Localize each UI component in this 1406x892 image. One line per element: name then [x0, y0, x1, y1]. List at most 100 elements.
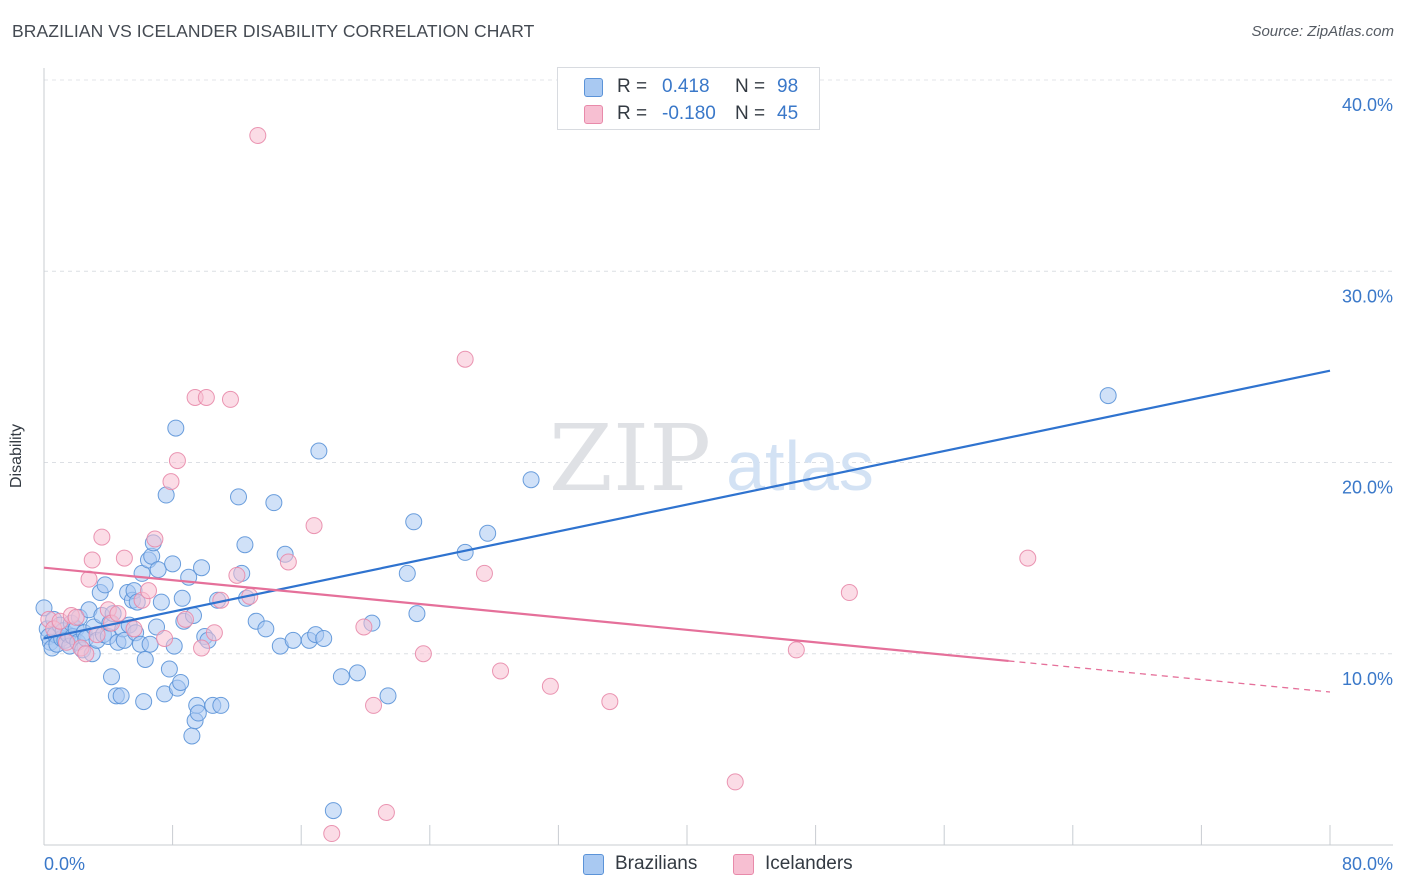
brazilian-point — [284, 631, 302, 649]
icelander-point — [279, 553, 297, 571]
brazilian-point — [522, 471, 540, 489]
stats-legend: R = 0.418 N = 98 R = -0.180 N = 45 — [557, 67, 820, 130]
icelander-point — [139, 582, 157, 600]
brazilian-point — [183, 727, 201, 745]
icelander-point — [787, 641, 805, 659]
icelander-point — [365, 696, 383, 714]
brazilian-point — [379, 687, 397, 705]
x-tick-label: 0.0% — [44, 854, 85, 874]
brazilians-swatch — [584, 77, 603, 97]
brazilian-point — [136, 650, 154, 668]
y-tick-label: 20.0% — [1342, 478, 1393, 498]
watermark-atlas: atlas — [726, 427, 874, 505]
brazilian-point — [149, 561, 167, 579]
brazilian-point — [310, 442, 328, 460]
icelander-point — [323, 825, 341, 843]
brazilian-point — [324, 802, 342, 820]
icelander-point — [377, 803, 395, 821]
watermark-zip: ZIP — [549, 405, 711, 512]
legend-r-value: -0.180 — [662, 103, 716, 124]
legend-r-label: R = — [617, 103, 648, 124]
axis-layer: 10.0% 20.0% 30.0% 40.0% 0.0% 80.0% — [43, 68, 1393, 874]
brazilian-point — [230, 488, 248, 506]
legend-label-icelanders: Icelanders — [765, 853, 853, 874]
brazilian-point — [236, 536, 254, 554]
icelander-point — [221, 390, 239, 408]
icelanders-swatch — [733, 853, 754, 875]
icelander-point — [193, 639, 211, 657]
brazilian-point — [348, 664, 366, 682]
x-tick-label: 80.0% — [1342, 854, 1393, 874]
y-tick-label: 30.0% — [1342, 286, 1393, 306]
brazilian-point — [315, 629, 333, 647]
y-tick-label: 40.0% — [1342, 95, 1393, 115]
brazilian-point — [141, 635, 159, 653]
brazilian-point — [103, 668, 121, 686]
brazilian-point — [479, 524, 497, 542]
brazilian-point — [135, 693, 153, 711]
icelanders-trend-line — [43, 566, 1009, 663]
icelander-point — [197, 388, 215, 406]
brazilian-point — [1099, 387, 1117, 405]
icelanders-trend-extension — [1008, 660, 1331, 693]
icelander-point — [162, 473, 180, 491]
legend-r-label: R = — [617, 76, 648, 97]
icelander-point — [67, 608, 85, 626]
trend-layer — [43, 369, 1331, 693]
icelander-point — [83, 551, 101, 569]
brazilian-point — [332, 668, 350, 686]
watermark: ZIP atlas — [549, 405, 874, 512]
brazilian-point — [257, 620, 275, 638]
icelander-point — [840, 584, 858, 602]
brazilian-point — [160, 660, 178, 678]
icelander-point — [475, 564, 493, 582]
icelander-point — [93, 528, 111, 546]
legend-item-brazilians: Brazilians — [583, 851, 697, 877]
icelander-point — [1019, 549, 1037, 567]
icelanders-swatch — [584, 104, 603, 124]
icelander-point — [109, 605, 127, 623]
icelander-point — [492, 662, 510, 680]
icelander-point — [541, 677, 559, 695]
icelander-point — [249, 126, 267, 144]
brazilians-swatch — [583, 853, 604, 875]
icelander-point — [414, 645, 432, 663]
brazilian-point — [193, 559, 211, 577]
brazilian-point — [173, 589, 191, 607]
brazilian-point — [408, 605, 426, 623]
icelander-point — [601, 693, 619, 711]
brazilian-point — [189, 704, 207, 722]
brazilian-point — [172, 673, 190, 691]
legend-row-icelanders: R = -0.180 N = 45 — [584, 102, 798, 126]
brazilian-point — [398, 564, 416, 582]
brazilian-point — [167, 419, 185, 437]
icelander-point — [726, 773, 744, 791]
brazilian-point — [96, 576, 114, 594]
legend-n-label: N = — [735, 76, 766, 97]
brazilians-trend-line — [43, 369, 1331, 640]
y-tick-label: 10.0% — [1342, 669, 1393, 689]
legend-n-value: 98 — [777, 76, 799, 97]
legend-label-brazilians: Brazilians — [615, 853, 698, 874]
icelander-point — [205, 624, 223, 642]
icelander-point — [58, 633, 76, 651]
icelander-point — [456, 350, 474, 368]
icelander-point — [156, 629, 174, 647]
icelander-point — [355, 618, 373, 636]
legend-row-brazilians: R = 0.418 N = 98 — [584, 75, 798, 99]
legend-n-label: N = — [735, 103, 766, 124]
icelander-point — [228, 566, 246, 584]
source-credit: Source: ZipAtlas.com — [1251, 23, 1394, 40]
icelander-point — [125, 620, 143, 638]
chart-title: BRAZILIAN VS ICELANDER DISABILITY CORREL… — [12, 21, 535, 41]
icelander-point — [77, 645, 95, 663]
legend-r-value: 0.418 — [662, 76, 710, 97]
icelander-point — [115, 549, 133, 567]
legend-item-icelanders: Icelanders — [733, 851, 853, 877]
brazilian-point — [265, 494, 283, 512]
brazilian-point — [164, 555, 182, 573]
icelander-point — [146, 530, 164, 548]
brazilian-point — [405, 513, 423, 531]
icelander-point — [168, 452, 186, 470]
